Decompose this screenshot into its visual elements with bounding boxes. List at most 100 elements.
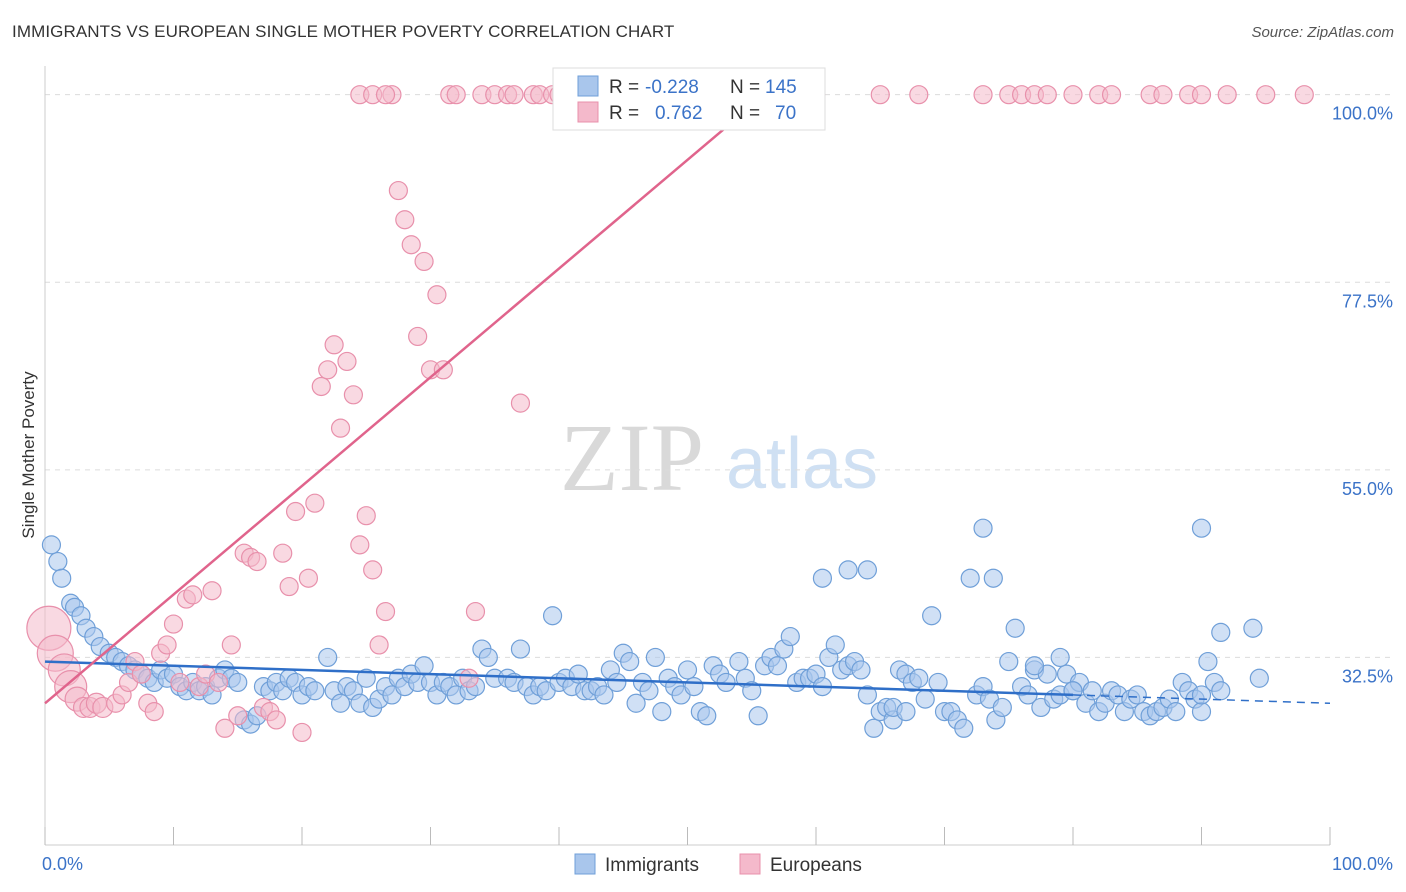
y-axis-label: Single Mother Poverty bbox=[19, 371, 38, 539]
bottom-legend: Immigrants Europeans bbox=[574, 853, 862, 876]
europeans-point-49 bbox=[363, 560, 383, 580]
immigrants-point-185 bbox=[973, 518, 993, 538]
europeans-point-19 bbox=[170, 672, 190, 693]
europeans-point-63 bbox=[459, 668, 479, 688]
y-tick-label-3: 100.0% bbox=[1332, 104, 1393, 124]
immigrants-trend-extension bbox=[1072, 694, 1331, 705]
tick-labels: 32.5% 55.0% 77.5% 100.0% 0.0% 100.0% bbox=[42, 104, 1393, 874]
x-tick-label-1: 100.0% bbox=[1332, 854, 1393, 874]
immigrants-point-182 bbox=[812, 568, 833, 588]
europeans-point-40 bbox=[305, 493, 325, 513]
immigrants-point-112 bbox=[780, 626, 800, 647]
europeans-point-35 bbox=[273, 543, 293, 563]
europeans-point-34 bbox=[266, 710, 286, 730]
europeans-point-99 bbox=[1294, 85, 1314, 105]
europeans-point-96 bbox=[1191, 85, 1212, 105]
watermark-zip: ZIP bbox=[560, 404, 704, 511]
stats-n-label-1: N = bbox=[730, 77, 760, 98]
immigrants-point-48 bbox=[356, 668, 376, 688]
immigrants-point-110 bbox=[767, 656, 788, 676]
immigrants-point-188 bbox=[1050, 647, 1070, 668]
gridlines bbox=[45, 94, 1395, 658]
europeans-point-83 bbox=[870, 85, 890, 105]
europeans-point-69 bbox=[510, 393, 531, 413]
immigrants-point-146 bbox=[999, 651, 1019, 672]
europeans-trend-line bbox=[44, 93, 766, 705]
europeans-point-25 bbox=[208, 672, 229, 693]
stats-r-value-2: 0.762 bbox=[655, 103, 703, 124]
immigrants-trend-line bbox=[44, 660, 1074, 697]
europeans-point-21 bbox=[183, 585, 203, 605]
immigrants-point-133 bbox=[915, 689, 935, 709]
immigrants-point-193 bbox=[1191, 685, 1212, 705]
immigrants-point-125 bbox=[864, 718, 884, 738]
stats-r-label-1: R = bbox=[609, 77, 639, 98]
europeans-point-47 bbox=[350, 535, 370, 555]
y-tick-label-1: 55.0% bbox=[1342, 479, 1393, 499]
europeans-point-15 bbox=[144, 702, 164, 722]
immigrants-point-67 bbox=[478, 647, 498, 668]
immigrants-point-93 bbox=[652, 702, 672, 722]
x-tick-label-0: 0.0% bbox=[42, 854, 83, 874]
europeans-swatch bbox=[577, 101, 599, 123]
immigrants-point-76 bbox=[542, 606, 563, 626]
immigrants-point-177 bbox=[1198, 651, 1218, 672]
europeans-point-92 bbox=[1101, 85, 1122, 105]
immigrants-point-179 bbox=[1211, 681, 1231, 701]
europeans-point-18 bbox=[163, 614, 184, 634]
immigrants-points bbox=[41, 518, 1269, 738]
chart-title: IMMIGRANTS VS EUROPEAN SINGLE MOTHER POV… bbox=[12, 22, 675, 41]
immigrants-point-1 bbox=[48, 551, 68, 572]
europeans-point-56 bbox=[408, 326, 428, 347]
immigrants-point-189 bbox=[1063, 681, 1083, 701]
europeans-point-26 bbox=[215, 718, 235, 738]
europeans-point-90 bbox=[1063, 85, 1083, 105]
europeans-point-57 bbox=[414, 251, 434, 272]
legend-immigrants-label: Immigrants bbox=[605, 855, 699, 876]
europeans-point-24 bbox=[202, 581, 222, 601]
europeans-point-27 bbox=[221, 635, 241, 655]
immigrants-point-176 bbox=[1191, 702, 1212, 722]
europeans-point-38 bbox=[292, 722, 312, 743]
axes bbox=[44, 66, 1331, 846]
immigrants-point-91 bbox=[639, 681, 659, 701]
immigrants-point-172 bbox=[1166, 702, 1186, 722]
europeans-point-46 bbox=[343, 385, 363, 405]
immigrants-point-92 bbox=[645, 647, 665, 668]
legend-immigrants-swatch bbox=[574, 853, 596, 875]
immigrants-point-98 bbox=[684, 676, 704, 697]
stats-r-value-1: -0.228 bbox=[645, 77, 699, 98]
immigrants-point-180 bbox=[838, 560, 858, 580]
stats-r-label-2: R = bbox=[609, 103, 639, 124]
immigrants-point-119 bbox=[825, 635, 845, 655]
europeans-point-39 bbox=[298, 568, 319, 588]
immigrants-point-190 bbox=[1191, 518, 1212, 538]
europeans-point-94 bbox=[1153, 85, 1173, 105]
immigrants-point-44 bbox=[330, 693, 351, 713]
europeans-point-53 bbox=[388, 180, 408, 201]
immigrants-point-71 bbox=[510, 639, 531, 659]
europeans-point-64 bbox=[465, 601, 486, 622]
immigrants-point-29 bbox=[228, 672, 248, 693]
immigrants-point-42 bbox=[318, 647, 338, 668]
europeans-point-41 bbox=[311, 376, 331, 397]
immigrants-point-84 bbox=[594, 685, 614, 705]
europeans-point-68 bbox=[504, 85, 524, 105]
europeans-point-42 bbox=[318, 360, 338, 380]
immigrants-point-140 bbox=[960, 568, 980, 588]
watermark: ZIP atlas bbox=[560, 404, 878, 511]
europeans-point-89 bbox=[1037, 85, 1057, 105]
immigrants-point-187 bbox=[1024, 656, 1045, 676]
immigrants-point-100 bbox=[697, 706, 717, 726]
y-tick-label-2: 77.5% bbox=[1342, 291, 1393, 311]
stats-n-value-1: 145 bbox=[765, 77, 797, 98]
europeans-point-36 bbox=[279, 576, 299, 597]
immigrants-point-41 bbox=[305, 681, 325, 701]
europeans-point-54 bbox=[395, 210, 415, 230]
immigrants-point-107 bbox=[748, 706, 768, 726]
immigrants-swatch bbox=[577, 75, 599, 97]
immigrants-point-104 bbox=[729, 651, 749, 672]
trend-lines bbox=[44, 93, 1331, 705]
europeans-point-51 bbox=[375, 601, 396, 622]
stats-box: R = -0.228 N = 145 R = 0.762 N = 70 bbox=[552, 67, 826, 131]
